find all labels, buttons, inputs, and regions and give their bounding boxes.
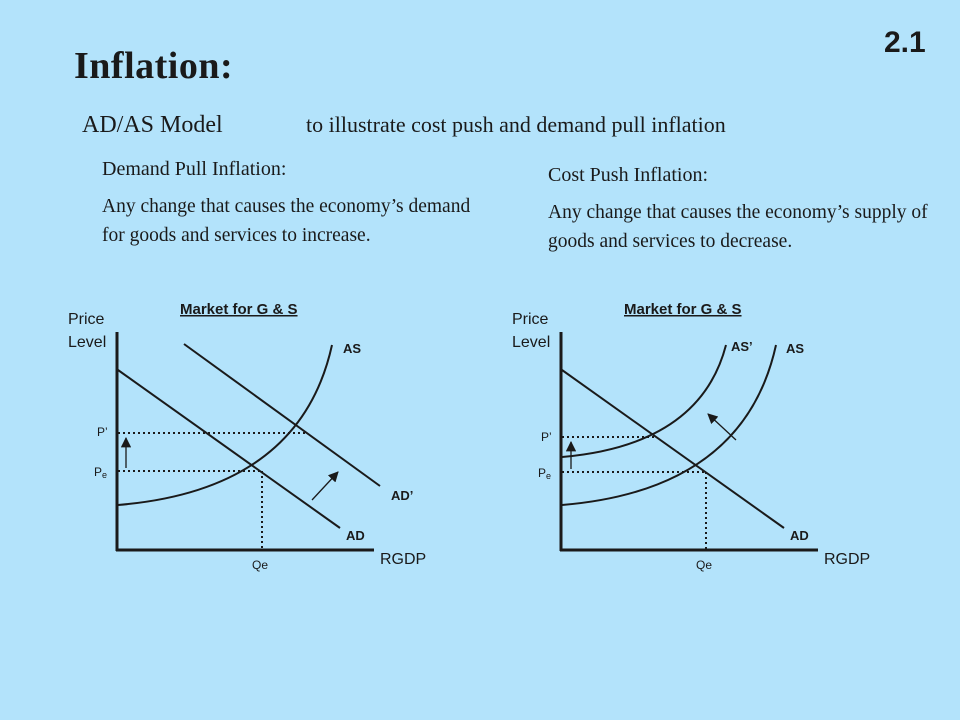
demand-pull-diagram: Market for G & S Price Level RGDP P’ Pe … [68, 301, 426, 572]
y-axis-label-price: Price [512, 311, 549, 328]
cost-push-heading: Cost Push Inflation: [548, 164, 709, 186]
ad-prime-curve-label: AD’ [391, 488, 413, 503]
market-title: Market for G & S [624, 301, 742, 318]
slide-number: 2.1 [884, 26, 926, 59]
pe-label: Pe [94, 465, 107, 480]
y-axis-label-level: Level [512, 334, 550, 351]
cost-push-definition: Any change that causes the economy’s sup… [548, 202, 928, 252]
ad-curve-label: AD [790, 528, 809, 543]
model-description: to illustrate cost push and demand pull … [306, 112, 726, 137]
ad-curve [117, 369, 341, 529]
as-curve-label: AS [343, 341, 361, 356]
ad-prime-curve [183, 343, 381, 487]
x-axis-label: RGDP [824, 551, 870, 568]
pe-label: Pe [538, 466, 551, 481]
slide-title: Inflation: [74, 45, 234, 87]
p-prime-label: P’ [97, 425, 108, 439]
qe-label: Qe [252, 558, 268, 572]
as-shift-arrow [707, 413, 737, 441]
demand-pull-heading: Demand Pull Inflation: [102, 158, 287, 180]
as-prime-curve-label: AS’ [731, 339, 753, 354]
demand-pull-definition: Any change that causes the economy’s dem… [102, 196, 471, 246]
as-curve-label: AS [786, 341, 804, 356]
y-axis-label-price: Price [68, 311, 105, 328]
p-prime-label: P’ [541, 430, 552, 444]
as-prime-curve [561, 344, 727, 458]
as-curve [117, 344, 333, 506]
as-curve [561, 344, 777, 506]
model-subtitle: AD/AS Model [82, 112, 223, 138]
ad-curve-label: AD [346, 528, 365, 543]
y-axis-label-level: Level [68, 334, 106, 351]
qe-label: Qe [696, 558, 712, 572]
market-title: Market for G & S [180, 301, 298, 318]
ad-shift-arrow [311, 471, 339, 501]
cost-push-diagram: Market for G & S Price Level RGDP P’ Pe … [512, 301, 870, 572]
x-axis-label: RGDP [380, 551, 426, 568]
ad-curve [561, 369, 785, 529]
